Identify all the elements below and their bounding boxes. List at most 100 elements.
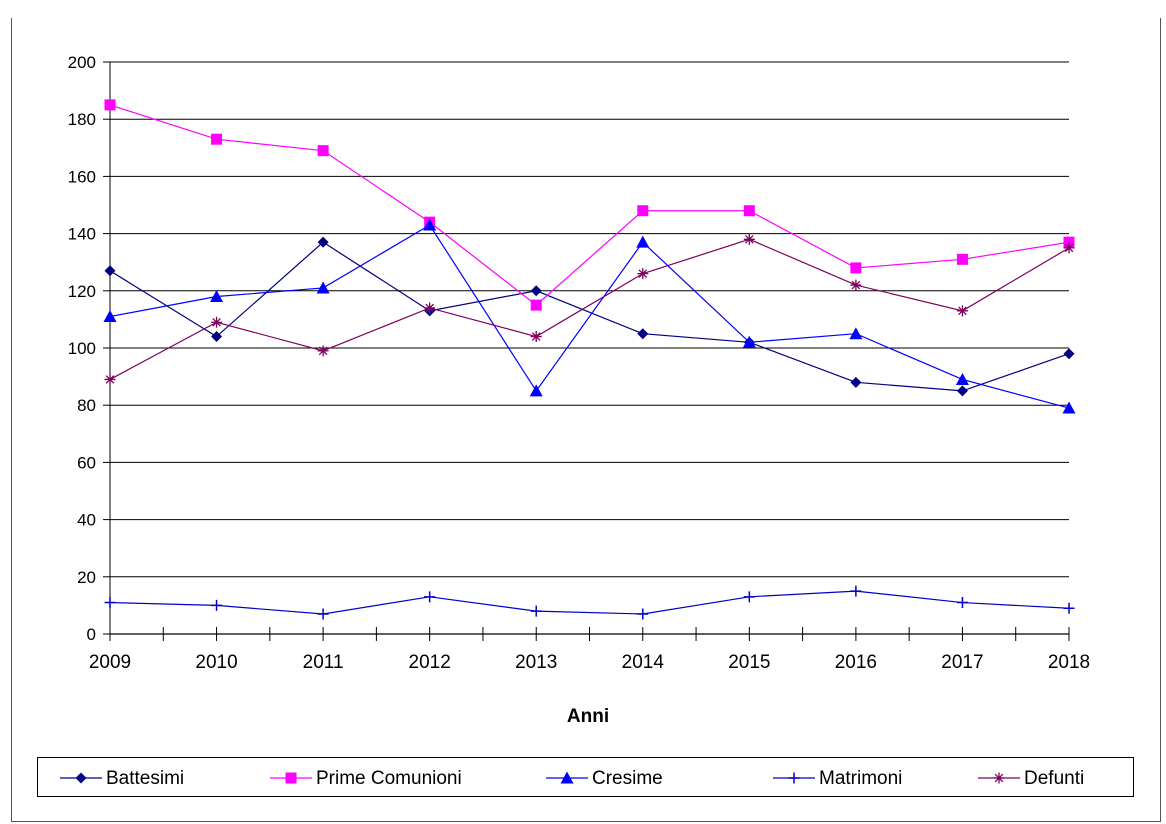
y-tick-label: 0: [87, 625, 96, 644]
triangle-marker: [529, 384, 543, 397]
diamond-marker: [75, 772, 87, 784]
x-axis-title: Anni: [567, 706, 609, 727]
y-tick-label: 160: [68, 167, 96, 186]
asterisk-marker: [530, 331, 542, 343]
diamond-marker: [530, 285, 542, 297]
chart-frame: [11, 18, 1161, 822]
legend-label: Cresime: [592, 768, 663, 789]
plus-marker: [211, 599, 223, 611]
series-lines: [103, 99, 1076, 620]
plus-marker: [530, 605, 542, 617]
legend: Battesimi Prime Comunioni Cresime Matrimoni…: [37, 757, 1134, 797]
plus-marker: [743, 591, 755, 603]
y-tick-label: 200: [68, 53, 96, 72]
y-tick-label: 100: [68, 339, 96, 358]
legend-label: Defunti: [1024, 768, 1084, 789]
diamond-marker: [317, 236, 329, 248]
y-tick-label: 40: [77, 511, 96, 530]
diamond-marker: [211, 331, 223, 343]
diamond-marker: [850, 376, 862, 388]
square-marker: [530, 299, 542, 311]
triangle-marker: [210, 290, 224, 303]
square-marker: [956, 253, 968, 265]
triangle-marker: [316, 281, 330, 294]
plus-marker: [956, 597, 968, 609]
gridlines: [110, 61, 1069, 635]
x-tick-label: 2010: [195, 652, 237, 673]
legend-label: Battesimi: [106, 768, 184, 789]
legend-label: Matrimoni: [819, 768, 902, 789]
diamond-marker: [956, 385, 968, 397]
square-marker: [743, 205, 755, 217]
legend-item: Defunti: [978, 768, 1084, 789]
axes: 0 20 40 60 80 100 120 140 160 180 200 2009 2010 2011 2…: [68, 53, 1091, 673]
asterisk-marker: [211, 316, 223, 328]
square-marker: [1063, 236, 1075, 248]
diamond-marker: [104, 265, 116, 277]
y-tick-label: 20: [77, 568, 96, 587]
square-marker: [104, 99, 116, 111]
triangle-marker: [742, 335, 756, 348]
series-matrimoni: [104, 585, 1075, 620]
y-tick-label: 140: [68, 225, 96, 244]
asterisk-marker: [637, 268, 649, 280]
legend-item: Cresime: [546, 768, 663, 789]
series-line: [109, 590, 1070, 615]
x-tick-label: 2015: [728, 652, 770, 673]
asterisk-marker: [1063, 242, 1075, 254]
triangle-marker: [636, 235, 650, 248]
plus-marker: [788, 772, 800, 784]
x-tick-label: 2011: [303, 652, 344, 673]
asterisk-marker: [743, 233, 755, 245]
y-tick-label: 180: [68, 110, 96, 129]
y-tick-label: 80: [77, 396, 96, 415]
series-line: [109, 224, 1070, 409]
asterisk-marker: [317, 345, 329, 357]
series-line: [109, 241, 1070, 392]
triangle-marker: [423, 218, 437, 231]
y-tick-label: 120: [68, 282, 96, 301]
legend-label: Prime Comunioni: [316, 768, 462, 789]
x-tick-label: 2016: [835, 652, 877, 673]
square-marker: [211, 133, 223, 145]
diamond-marker: [1063, 348, 1075, 360]
x-tick-label: 2013: [515, 652, 557, 673]
legend-entries: Battesimi Prime Comunioni Cresime Matrimoni…: [60, 768, 1084, 789]
asterisk-marker: [424, 302, 436, 314]
plus-marker: [637, 608, 649, 620]
square-marker: [285, 772, 297, 784]
legend-item: Battesimi: [60, 768, 184, 789]
plus-marker: [317, 608, 329, 620]
plus-marker: [104, 597, 116, 609]
y-tick-label: 60: [77, 453, 96, 472]
square-marker: [637, 205, 649, 217]
legend-item: Prime Comunioni: [270, 768, 462, 789]
x-tick-label: 2017: [941, 652, 983, 673]
square-marker: [850, 262, 862, 274]
asterisk-marker: [104, 373, 116, 385]
square-marker: [317, 145, 329, 157]
legend-item: Matrimoni: [773, 768, 902, 789]
triangle-marker: [849, 327, 863, 340]
plus-marker: [424, 591, 436, 603]
asterisk-marker: [993, 772, 1005, 784]
x-tick-label: 2014: [622, 652, 665, 673]
x-tick-label: 2012: [409, 652, 451, 673]
series-line: [109, 238, 1070, 380]
diamond-marker: [637, 328, 649, 340]
triangle-marker: [1062, 401, 1076, 414]
x-tick-label: 2018: [1048, 652, 1090, 673]
series-prime-comunioni: [104, 99, 1075, 311]
triangle-marker: [955, 372, 969, 385]
plus-marker: [1063, 602, 1075, 614]
x-tick-label: 2009: [89, 652, 131, 673]
asterisk-marker: [850, 279, 862, 291]
triangle-marker: [103, 310, 117, 323]
plus-marker: [850, 585, 862, 597]
series-cresime: [103, 218, 1076, 414]
asterisk-marker: [956, 305, 968, 317]
series-defunti: [104, 233, 1075, 385]
triangle-marker: [560, 771, 574, 784]
